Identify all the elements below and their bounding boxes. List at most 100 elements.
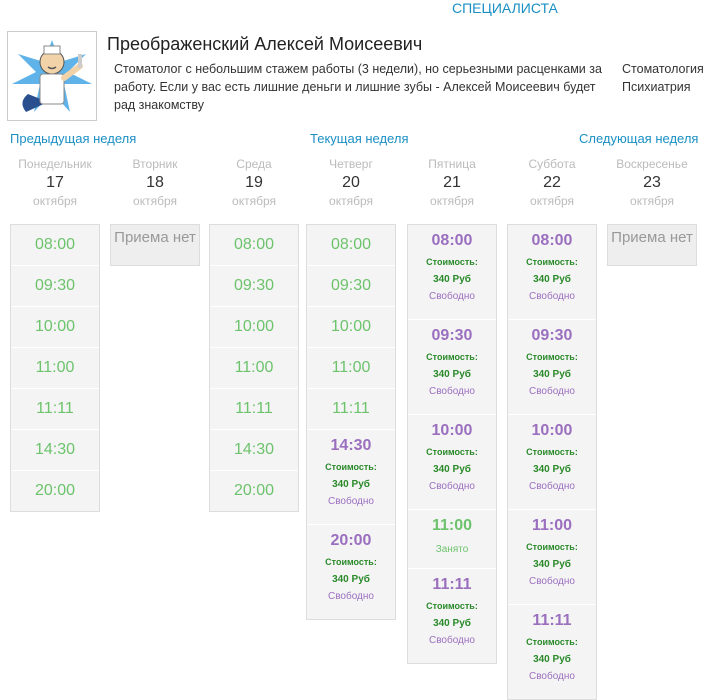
slot-time: 20:00	[330, 532, 372, 549]
bookable-slot[interactable]: 08:00 Стоимость: 340 Руб Свободно	[408, 225, 496, 320]
slot-price: 340 Руб	[433, 464, 471, 475]
bookable-slot[interactable]: 11:00 Стоимость: 340 Руб Свободно	[508, 510, 596, 605]
cost-label: Стоимость:	[526, 542, 578, 552]
time-slot[interactable]: 11:11	[307, 389, 395, 430]
no-reception-badge: Приема нет	[110, 224, 200, 266]
slot-status: Свободно	[529, 386, 575, 397]
bookable-slot[interactable]: 08:00 Стоимость: 340 Руб Свободно	[508, 225, 596, 320]
occupied-slot: 11:00 Занято	[408, 510, 496, 569]
slot-price: 340 Руб	[433, 369, 471, 380]
slot-status: Свободно	[429, 635, 475, 646]
current-week-link[interactable]: Текущая неделя	[310, 131, 409, 146]
bookable-slot[interactable]: 20:00 Стоимость: 340 Руб Свободно	[307, 525, 395, 619]
time-slot[interactable]: 08:00	[307, 225, 395, 266]
time-slot[interactable]: 08:00	[11, 225, 99, 266]
specialists-link[interactable]: СПЕЦИАЛИСТА	[452, 0, 558, 16]
slot-time: 11:11	[532, 612, 572, 629]
day-date: 23	[643, 174, 661, 191]
slot-status: Занято	[435, 544, 469, 555]
bookable-slot[interactable]: 11:11 Стоимость: 340 Руб Свободно	[508, 605, 596, 699]
slot-status: Свободно	[529, 671, 575, 682]
day-saturday: Суббота 22 октября 08:00 Стоимость: 340 …	[505, 157, 599, 700]
slot-time: 10:00	[431, 422, 473, 439]
slot-status: Свободно	[328, 496, 374, 507]
day-tuesday: Вторник 18 октября Приема нет	[108, 157, 202, 266]
time-slot[interactable]: 11:00	[307, 348, 395, 389]
day-name: Среда	[236, 157, 272, 171]
slot-list: 08:00 09:30 10:00 11:00 11:11 14:30 20:0…	[10, 224, 100, 512]
day-date: 18	[146, 174, 164, 191]
slot-status: Свободно	[429, 386, 475, 397]
next-week-link[interactable]: Следующая неделя	[579, 131, 699, 146]
day-month: октября	[133, 194, 177, 208]
bookable-slot[interactable]: 11:11 Стоимость: 340 Руб Свободно	[408, 569, 496, 663]
slot-time: 09:30	[431, 327, 473, 344]
time-slot[interactable]: 14:30	[11, 430, 99, 471]
time-slot[interactable]: 20:00	[233, 482, 275, 499]
day-name: Четверг	[329, 157, 373, 171]
no-reception-badge: Приема нет	[607, 224, 697, 266]
slot-status: Свободно	[328, 591, 374, 602]
bookable-slot[interactable]: 10:00 Стоимость: 340 Руб Свободно	[508, 415, 596, 510]
slot-price: 340 Руб	[533, 369, 571, 380]
slot-price: 340 Руб	[533, 274, 571, 285]
day-month: октября	[329, 194, 373, 208]
day-header: Среда 19 октября	[207, 157, 301, 224]
doctor-name[interactable]: Преображенский Алексей Моисеевич	[107, 34, 423, 54]
slot-list: 08:00 Стоимость: 340 Руб Свободно 09:30 …	[507, 224, 597, 700]
bookable-slot[interactable]: 14:30 Стоимость: 340 Руб Свободно	[307, 430, 395, 525]
prev-week-link[interactable]: Предыдущая неделя	[10, 131, 137, 146]
slot-list: 08:00 09:30 10:00 11:00 11:11 14:30 20:0…	[209, 224, 299, 512]
slot-time: 10:00	[531, 422, 573, 439]
cost-label: Стоимость:	[526, 447, 578, 457]
day-sunday: Воскресенье 23 октября Приема нет	[605, 157, 699, 266]
time-slot[interactable]: 10:00	[210, 307, 298, 348]
day-month: октября	[530, 194, 574, 208]
slot-time: 11:00	[531, 517, 573, 534]
time-slot[interactable]: 11:11	[210, 389, 298, 430]
cost-label: Стоимость:	[426, 257, 478, 267]
cost-label: Стоимость:	[526, 637, 578, 647]
slot-price: 340 Руб	[433, 618, 471, 629]
time-slot[interactable]: 10:00	[307, 307, 395, 348]
cost-label: Стоимость:	[426, 352, 478, 362]
cost-label: Стоимость:	[526, 352, 578, 362]
day-month: октября	[430, 194, 474, 208]
time-slot[interactable]: 14:30	[210, 430, 298, 471]
slot-price: 340 Руб	[533, 654, 571, 665]
slot-status: Свободно	[429, 481, 475, 492]
time-slot[interactable]: 20:00	[34, 482, 76, 499]
doctor-specialties: Стоматология Психиатрия	[622, 60, 704, 96]
day-date: 17	[46, 174, 64, 191]
day-thursday: Четверг 20 октября 08:00 09:30 10:00 11:…	[304, 157, 398, 620]
time-slot[interactable]: 08:00	[210, 225, 298, 266]
time-slot[interactable]: 11:00	[210, 348, 298, 389]
day-name: Вторник	[132, 157, 178, 171]
slot-status: Свободно	[529, 576, 575, 587]
bookable-slot[interactable]: 09:30 Стоимость: 340 Руб Свободно	[408, 320, 496, 415]
time-slot[interactable]: 09:30	[11, 266, 99, 307]
day-header: Понедельник 17 октября	[8, 157, 102, 224]
bookable-slot[interactable]: 10:00 Стоимость: 340 Руб Свободно	[408, 415, 496, 510]
slot-time: 08:00	[531, 232, 573, 249]
slot-status: Свободно	[429, 291, 475, 302]
day-name: Суббота	[528, 157, 576, 171]
time-slot[interactable]: 11:11	[11, 389, 99, 430]
cost-label: Стоимость:	[526, 257, 578, 267]
cost-label: Стоимость:	[426, 447, 478, 457]
slot-time: 08:00	[431, 232, 473, 249]
day-header: Четверг 20 октября	[304, 157, 398, 224]
day-date: 19	[245, 174, 263, 191]
time-slot[interactable]: 09:30	[307, 266, 395, 307]
bookable-slot[interactable]: 09:30 Стоимость: 340 Руб Свободно	[508, 320, 596, 415]
slot-time: 11:11	[432, 576, 472, 593]
time-slot[interactable]: 10:00	[11, 307, 99, 348]
day-friday: Пятница 21 октября 08:00 Стоимость: 340 …	[405, 157, 499, 664]
slot-price: 340 Руб	[533, 559, 571, 570]
time-slot[interactable]: 11:00	[11, 348, 99, 389]
slot-price: 340 Руб	[332, 479, 370, 490]
day-month: октября	[33, 194, 77, 208]
slot-price: 340 Руб	[332, 574, 370, 585]
time-slot[interactable]: 09:30	[210, 266, 298, 307]
slot-list: 08:00 Стоимость: 340 Руб Свободно 09:30 …	[407, 224, 497, 664]
